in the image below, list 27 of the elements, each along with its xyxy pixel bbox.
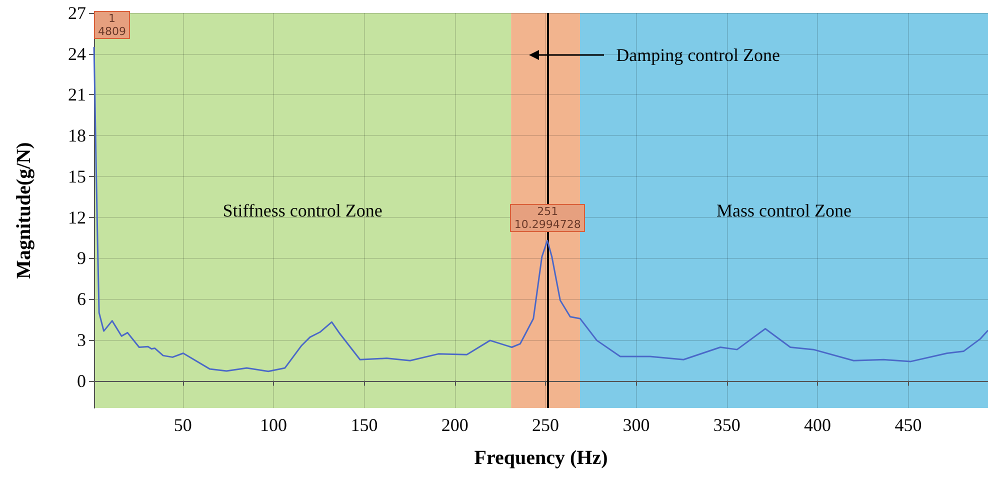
- y-tick-label: 18: [68, 126, 86, 146]
- line-series: [93, 46, 988, 372]
- y-tick-label: 24: [68, 44, 86, 64]
- y-tick-label: 9: [77, 248, 86, 268]
- x-tick-label: 50: [174, 415, 192, 435]
- x-tick-label: 100: [260, 415, 288, 435]
- x-tick-label: 150: [350, 415, 378, 435]
- y-tick-label: 3: [77, 330, 86, 350]
- y-tick-label: 6: [77, 289, 86, 310]
- y-axis-title: Magnitude(g/N): [13, 142, 35, 279]
- x-tick-label: 350: [713, 415, 740, 435]
- x-axis-title: Frequency (Hz): [474, 447, 608, 469]
- annotation: 1 4809: [94, 11, 130, 40]
- x-tick-label: 450: [894, 415, 922, 435]
- y-tick-label: 0: [77, 370, 86, 391]
- band-label: Stiffness control Zone: [222, 200, 382, 220]
- y-tick-label: 27: [68, 3, 86, 23]
- annotation: 251 10.2994728: [510, 204, 585, 232]
- x-tick-label: 250: [532, 415, 560, 435]
- x-tick-label: 300: [622, 415, 650, 435]
- x-tick-label: 200: [441, 415, 468, 435]
- y-tick-label: 12: [68, 207, 86, 228]
- y-tick-label: 21: [68, 84, 86, 105]
- x-tick-label: 400: [804, 415, 832, 435]
- y-tick-label: 15: [68, 166, 86, 186]
- band-label: Mass control Zone: [716, 200, 852, 220]
- annotation: Damping control Zone: [616, 44, 780, 66]
